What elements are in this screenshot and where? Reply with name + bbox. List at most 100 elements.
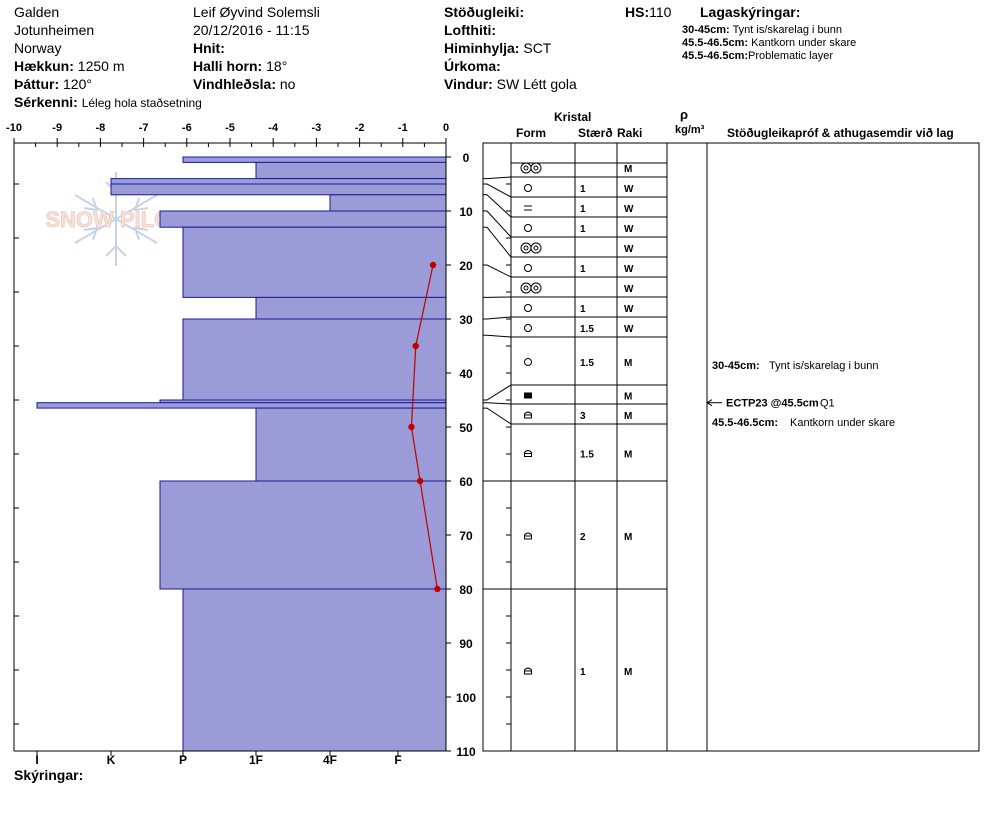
layer-connector-line <box>483 210 512 238</box>
moisture-value: W <box>624 224 634 235</box>
hardness-layer <box>159 480 447 590</box>
stability-test-label: ECTP23 @45.5cm <box>726 398 819 410</box>
form-header: Form <box>516 126 546 140</box>
wind-field: Vindur: SW Létt gola <box>444 76 577 92</box>
temp-tick-label: -8 <box>96 122 106 134</box>
grain-size-value: 1.5 <box>580 450 594 461</box>
size-header: Stærð <box>578 126 613 140</box>
hardness-layer <box>159 210 447 228</box>
sky-field: Himinhylja: SCT <box>444 40 551 56</box>
grain-size-value: 1 <box>580 264 586 275</box>
grain-size-value: 2 <box>580 532 586 543</box>
melt-forms-icon <box>533 245 539 251</box>
grain-size-value: 1 <box>580 667 586 678</box>
temperature-point <box>408 423 415 431</box>
hs-label: HS: <box>625 4 650 20</box>
comment-range-label: 30-45cm: <box>712 360 760 372</box>
temperature-point <box>416 477 424 485</box>
melt-forms-icon <box>520 242 532 254</box>
sky-value: SCT <box>523 40 552 56</box>
hardness-layer <box>255 161 447 180</box>
slope-label: Halli horn: <box>193 58 263 74</box>
legend-item: 30-45cm: Tynt is/skarelag i bunn <box>682 24 843 36</box>
depth-tick-label: 100 <box>456 691 476 705</box>
moisture-value: W <box>624 284 634 295</box>
sky-label: Himinhylja: <box>444 40 520 56</box>
temp-tick-label: -4 <box>268 122 279 134</box>
special-value: Léleg hola staðsetning <box>81 96 202 110</box>
elevation-value: 1250 m <box>77 58 125 74</box>
grain-size-value: 1 <box>580 304 586 315</box>
hardness-label: F <box>394 753 401 767</box>
moisture-value: W <box>624 244 634 255</box>
melt-forms-icon <box>533 165 539 171</box>
grain-size-value: 3 <box>580 411 586 422</box>
hardness-layer <box>36 402 447 409</box>
moisture-header: Raki <box>617 126 643 140</box>
windload-value: no <box>279 76 296 92</box>
grain-size-value: 1 <box>580 184 586 195</box>
rounded-grain-icon <box>524 324 532 332</box>
moisture-value: W <box>624 184 634 195</box>
hardness-layer <box>182 588 447 752</box>
melt-forms-icon <box>533 285 539 291</box>
density-unit: kg/m³ <box>675 124 705 136</box>
slope-value: 18° <box>266 58 288 74</box>
rounded-grain-icon <box>524 224 532 232</box>
footer-notes-label: Skýringar: <box>14 767 84 783</box>
arrow-left-icon <box>706 399 713 407</box>
comment-range-label: 45.5-46.5cm: <box>712 417 778 429</box>
windload-field: Vindhleðsla: no <box>193 76 295 92</box>
depth-hoar-icon <box>524 532 532 540</box>
rounded-grain-icon <box>524 304 532 312</box>
depth-hoar-icon <box>524 450 532 457</box>
grain-size-value: 1.5 <box>580 358 594 369</box>
layer-connector-line <box>483 226 512 258</box>
slope-field: Halli horn: 18° <box>193 58 287 74</box>
temperature-point <box>434 585 441 593</box>
melt-forms-icon <box>530 242 542 254</box>
layer-connector-line <box>483 407 512 425</box>
temp-tick-label: -2 <box>355 122 365 134</box>
coords-label: Hnit: <box>193 40 225 56</box>
temperature-point <box>429 261 437 269</box>
layer-connector-line <box>483 176 512 180</box>
grain-size-value: 1 <box>580 204 586 215</box>
moisture-value: M <box>624 392 632 403</box>
melt-forms-icon <box>530 282 542 294</box>
country: Norway <box>14 40 62 56</box>
stability-test-quality: Q1 <box>820 398 835 410</box>
depth-tick-label: 60 <box>459 475 473 489</box>
hardness-layer <box>110 178 447 185</box>
temp-tick-label: 0 <box>443 122 449 134</box>
hardness-label: P <box>179 753 187 767</box>
moisture-value: M <box>624 450 632 461</box>
observer: Leif Øyvind Solemsli <box>193 4 320 20</box>
layer-connector-line <box>483 183 512 198</box>
temp-tick-label: -5 <box>225 122 235 134</box>
hardness-layer <box>110 183 447 196</box>
temp-tick-label: -1 <box>398 122 408 134</box>
temperature-point <box>412 342 419 350</box>
precip-label: Úrkoma: <box>444 58 501 74</box>
hardness-layer <box>182 226 447 298</box>
layer-connector-line <box>483 194 512 218</box>
depth-tick-label: 20 <box>459 259 473 273</box>
moisture-value: M <box>624 667 632 678</box>
aspect-label: Þáttur: <box>14 76 60 92</box>
hardness-label: K <box>107 753 116 767</box>
melt-forms-icon <box>523 245 529 251</box>
melt-forms-icon <box>530 162 542 174</box>
depth-tick-label: 110 <box>456 745 476 759</box>
wind-label: Vindur: <box>444 76 493 92</box>
layer-table-frame <box>482 142 980 752</box>
hardness-label: 1F <box>249 753 263 767</box>
depth-tick-label: 80 <box>459 583 473 597</box>
melt-forms-icon <box>520 162 532 174</box>
elevation-field: Hækkun: 1250 m <box>14 58 125 74</box>
depth-tick-label: 50 <box>459 421 473 435</box>
melt-forms-icon <box>523 285 529 291</box>
special-label: Sérkenni: <box>14 94 78 110</box>
rounded-grain-icon <box>524 358 532 366</box>
depth-tick-label: 90 <box>459 637 473 651</box>
